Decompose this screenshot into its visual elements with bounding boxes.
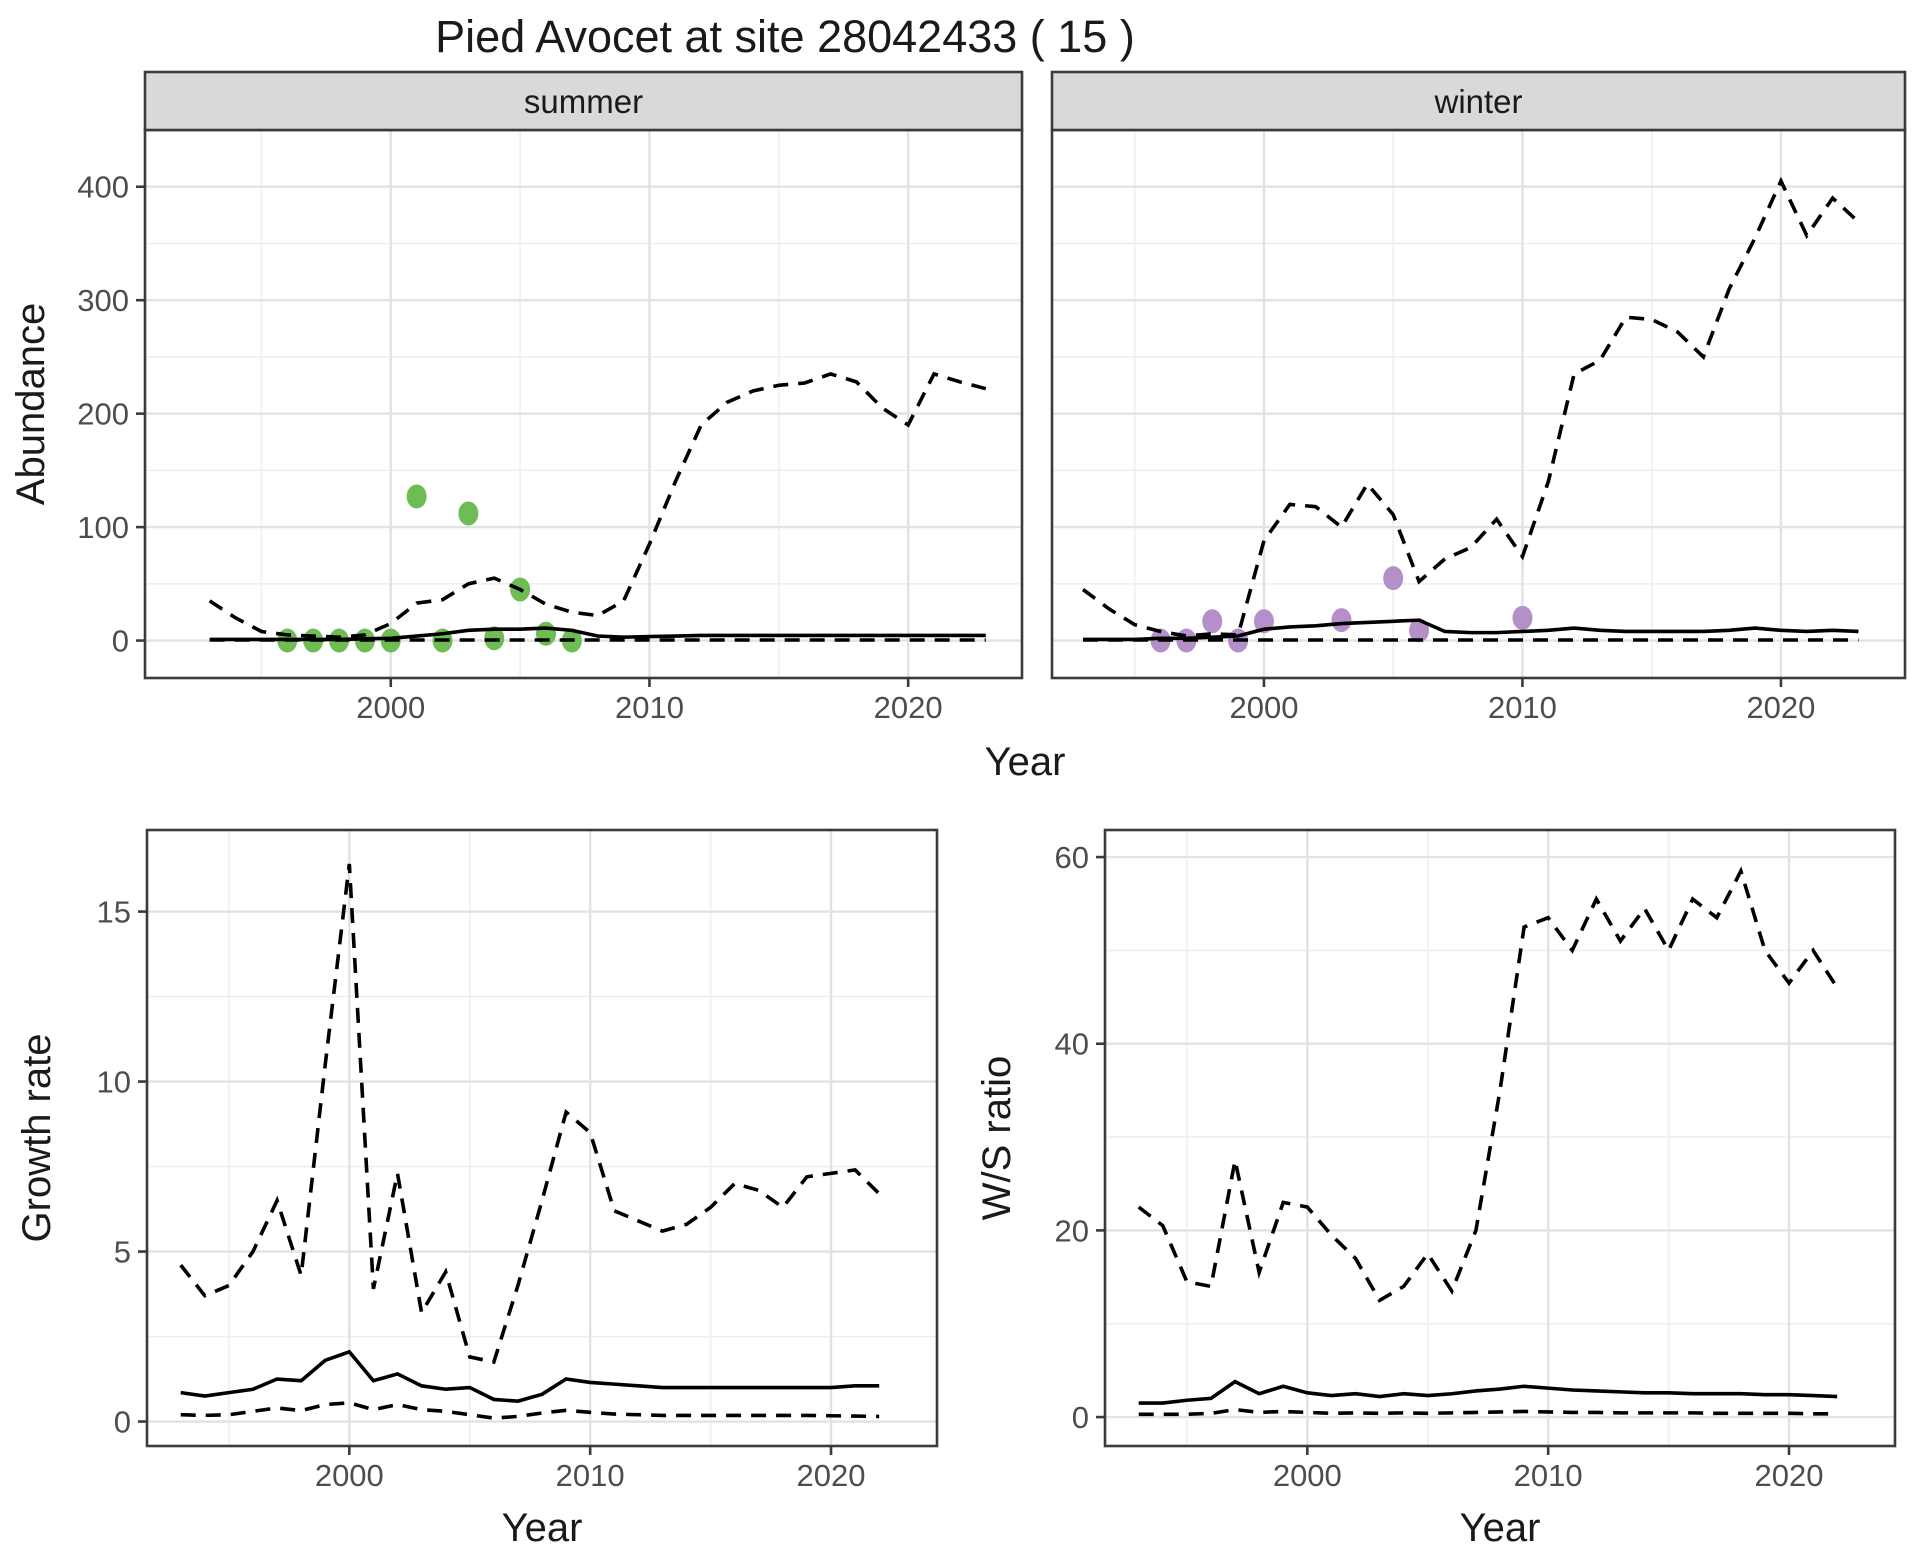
winter-observed-point [1409, 618, 1430, 643]
y-axis-title-ws-ratio: W/S ratio [975, 1056, 1019, 1220]
ws-ratio-upper-ci-line [1137, 866, 1839, 1303]
x-axis-title-year-growth: Year [502, 1506, 583, 1550]
x-tick-label-2020: 2020 [797, 1458, 866, 1493]
y-tick-label-10: 10 [97, 1065, 131, 1100]
ws-ratio-median-line [1138, 1379, 1838, 1405]
x-tick-label-2010: 2010 [615, 690, 684, 725]
x-tick-label-2000: 2000 [315, 1458, 384, 1493]
y-tick-label-100: 100 [77, 510, 129, 545]
ws-ratio-plot-area [1105, 830, 1895, 1446]
winter-panel: winter 2000 2010 2020 [1050, 70, 1907, 725]
facet-strip-winter [1050, 70, 1907, 132]
x-tick-label-2020: 2020 [874, 690, 943, 725]
growth-rate-plot-area [147, 830, 937, 1446]
summer-observed-point [406, 484, 427, 509]
facet-strip-label-summer: summer [524, 83, 643, 120]
ws-ratio-panel-border [1103, 828, 1897, 1448]
y-tick-label-0: 0 [1072, 1400, 1089, 1435]
summer-upper-ci-line [208, 371, 987, 639]
x-tick-label-2010: 2010 [556, 1458, 625, 1493]
growth-rate-upper-ci-line [179, 863, 881, 1365]
x-tick-label-2010: 2010 [1514, 1458, 1583, 1493]
y-tick-label-0: 0 [112, 624, 129, 659]
x-axis-title-year-ws: Year [1460, 1506, 1541, 1550]
summer-plot-area [145, 130, 1022, 678]
y-tick-label-15: 15 [97, 895, 131, 930]
growth-rate-panel-border [145, 828, 939, 1448]
plot-title: Pied Avocet at site 28042433 ( 15 ) [435, 11, 1135, 62]
y-axis-title-growth-rate: Growth rate [15, 1034, 59, 1243]
x-tick-label-2000: 2000 [356, 690, 425, 725]
ws-ratio-lower-ci-line [1138, 1407, 1838, 1417]
winter-observed-point [1331, 608, 1352, 633]
growth-rate-panel: 2000 2010 2020 0 5 10 15 [97, 828, 939, 1493]
facet-strip-label-winter: winter [1433, 83, 1522, 120]
winter-median-line [1083, 618, 1859, 642]
x-tick-label-2010: 2010 [1488, 690, 1557, 725]
y-tick-label-40: 40 [1055, 1027, 1089, 1062]
y-tick-label-0: 0 [114, 1405, 131, 1440]
summer-observed-point [458, 501, 479, 526]
summer-panel: summer 2000 2010 2020 0 100 200 300 400 [77, 70, 1024, 725]
y-tick-label-400: 400 [77, 170, 129, 205]
x-tick-label-2000: 2000 [1273, 1458, 1342, 1493]
winter-observed-point [1512, 605, 1533, 630]
x-tick-label-2020: 2020 [1746, 690, 1815, 725]
summer-median-line [209, 626, 986, 642]
winter-observed-point [1202, 609, 1223, 634]
y-tick-label-200: 200 [77, 397, 129, 432]
winter-upper-ci-line [1081, 176, 1860, 638]
ws-ratio-panel: 2000 2010 2020 0 20 40 60 [1055, 828, 1897, 1493]
x-axis-title-year-top: Year [985, 740, 1066, 784]
y-tick-label-60: 60 [1055, 840, 1089, 875]
growth-rate-median-line [180, 1349, 880, 1403]
x-tick-label-2000: 2000 [1229, 690, 1298, 725]
winter-observed-point [1383, 566, 1404, 591]
x-tick-label-2020: 2020 [1755, 1458, 1824, 1493]
summer-observed-point [535, 621, 556, 646]
winter-plot-area [1052, 130, 1905, 678]
y-axis-title-abundance: Abundance [9, 303, 53, 505]
y-tick-label-5: 5 [114, 1235, 131, 1270]
facet-strip-summer [143, 70, 1024, 132]
growth-rate-lower-ci-line [180, 1401, 880, 1420]
y-tick-label-20: 20 [1055, 1213, 1089, 1248]
y-tick-label-300: 300 [77, 283, 129, 318]
